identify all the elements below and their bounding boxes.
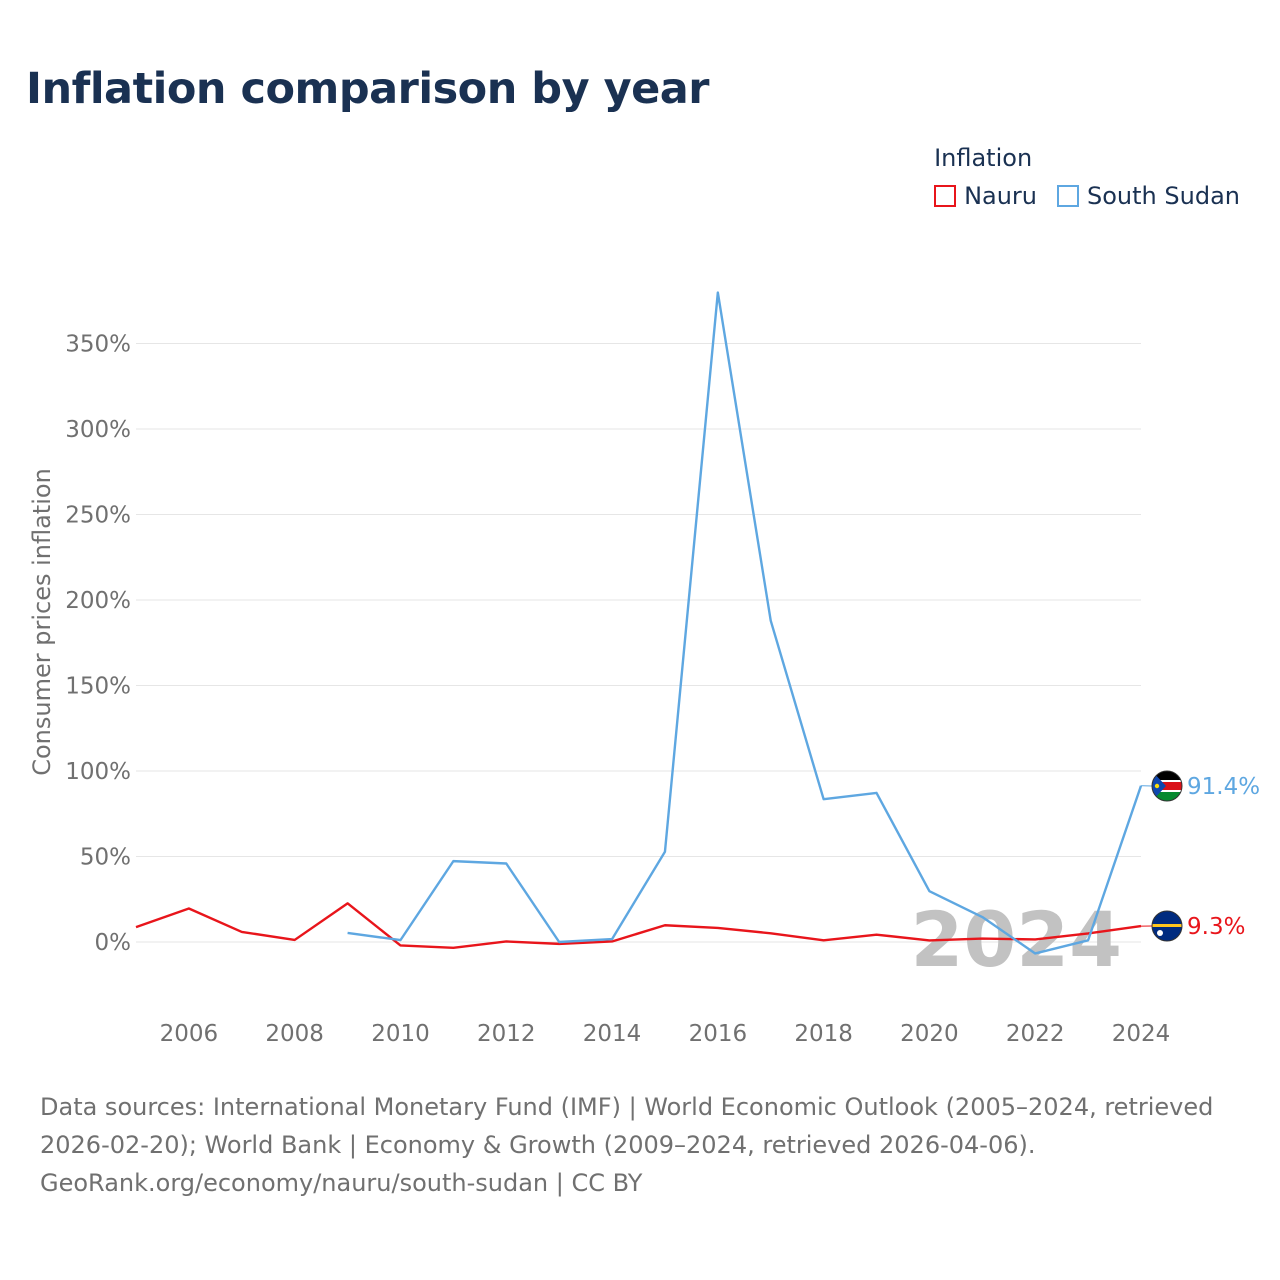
y-tick-label: 50%	[80, 845, 131, 871]
footer: Data sources: International Monetary Fun…	[40, 1088, 1250, 1202]
line-chart: 2024 0% 50% 100% 150% 200% 250% 300% 350% 2006 2…	[28, 291, 1260, 1047]
x-tick-label: 2022	[1006, 1021, 1065, 1047]
legend-item-nauru[interactable]: Nauru	[934, 182, 1037, 210]
data-sources: Data sources: International Monetary Fun…	[40, 1093, 1214, 1159]
series-line-nauru[interactable]	[135, 902, 1142, 950]
y-tick-label: 300%	[65, 417, 131, 443]
legend-label-south-sudan: South Sudan	[1087, 182, 1240, 210]
nauru-flag-icon	[1151, 910, 1183, 942]
x-tick-label: 2020	[900, 1021, 959, 1047]
legend: Inflation Nauru South Sudan	[934, 144, 1240, 210]
x-tick-label: 2006	[160, 1021, 219, 1047]
x-tick-label: 2018	[794, 1021, 853, 1047]
x-tick-label: 2008	[265, 1021, 324, 1047]
legend-swatch-south-sudan	[1057, 185, 1080, 207]
chart-title: Inflation comparison by year	[26, 64, 710, 114]
series-line-south-sudan[interactable]	[347, 291, 1143, 955]
y-axis-label: Consumer prices inflation	[28, 468, 56, 776]
end-label-nauru: 9.3%	[1187, 914, 1245, 940]
source-link[interactable]: GeoRank.org/economy/nauru/south-sudan | …	[40, 1169, 643, 1197]
legend-swatch-nauru	[934, 185, 957, 207]
y-tick-label: 100%	[65, 759, 131, 785]
x-tick-label: 2014	[583, 1021, 642, 1047]
south-sudan-flag-icon	[1151, 770, 1183, 802]
x-tick-label: 2012	[477, 1021, 536, 1047]
y-tick-label: 200%	[65, 588, 131, 614]
x-tick-label: 2016	[689, 1021, 748, 1047]
x-tick-label: 2024	[1112, 1021, 1171, 1047]
legend-label-nauru: Nauru	[964, 182, 1038, 210]
y-tick-label: 350%	[65, 332, 131, 358]
end-label-south-sudan: 91.4%	[1187, 774, 1260, 800]
x-tick-label: 2010	[371, 1021, 430, 1047]
legend-item-south-sudan[interactable]: South Sudan	[1057, 182, 1240, 210]
y-tick-label: 150%	[65, 674, 131, 700]
y-tick-label: 250%	[65, 503, 131, 529]
legend-title: Inflation	[934, 144, 1033, 172]
y-tick-label: 0%	[95, 930, 132, 956]
